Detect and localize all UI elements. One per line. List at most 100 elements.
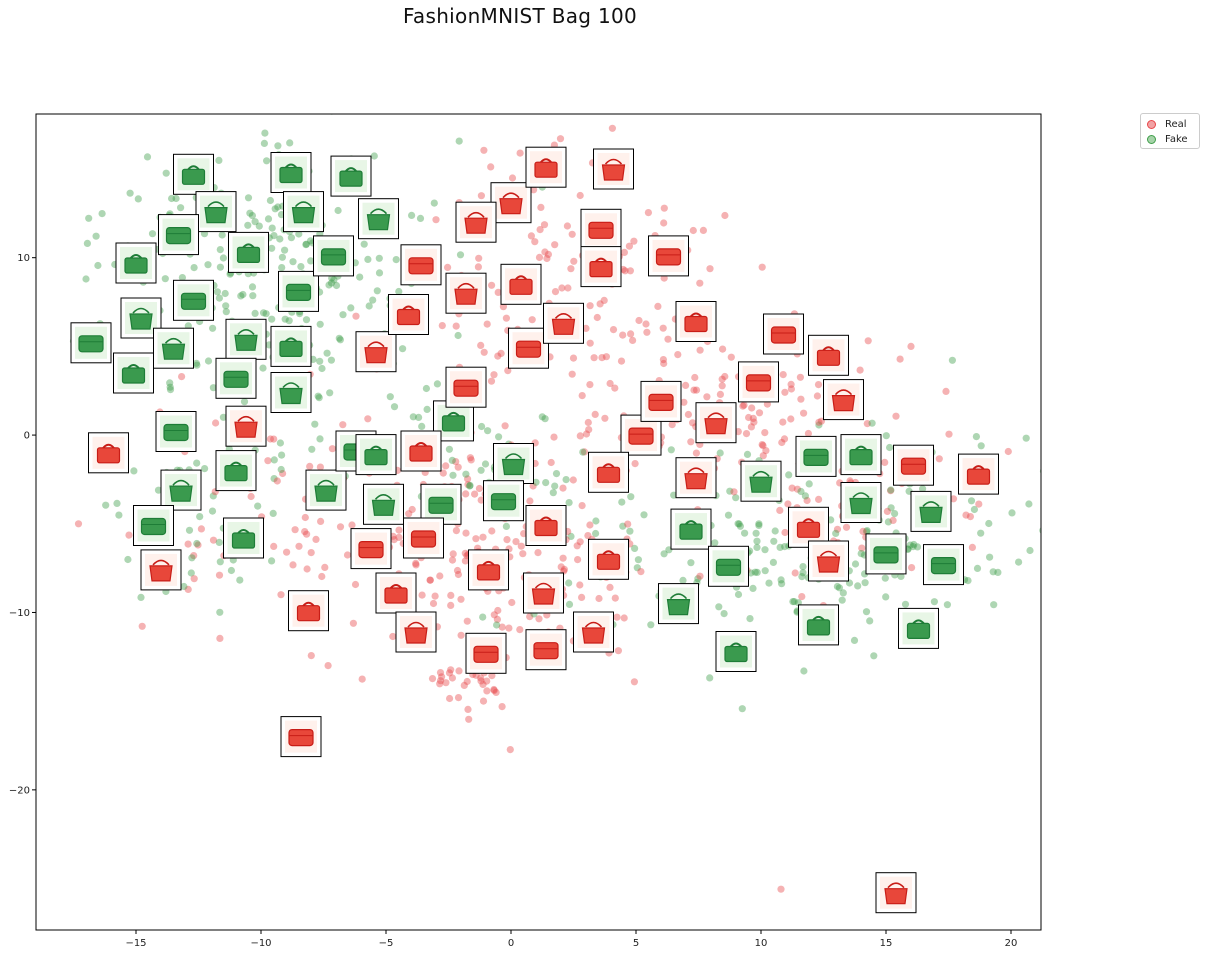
real-point — [462, 529, 470, 537]
fake-point — [302, 240, 310, 248]
real-point — [620, 248, 629, 256]
fake-point — [634, 556, 643, 564]
real-point — [534, 549, 542, 557]
fake-point — [326, 389, 334, 397]
real-point — [796, 373, 805, 381]
real-point — [576, 538, 584, 546]
real-point — [328, 445, 336, 453]
fake-point — [190, 264, 198, 272]
real-point — [436, 572, 444, 580]
real-point — [962, 511, 970, 519]
fake-point — [716, 449, 724, 457]
real-point — [483, 677, 491, 685]
real-point — [761, 429, 769, 437]
fake-point — [213, 288, 221, 296]
fake-point — [973, 564, 982, 573]
fake-point — [364, 255, 372, 263]
fake-point — [82, 275, 90, 283]
fake-point — [271, 205, 279, 213]
real-point — [578, 593, 586, 602]
real-point — [138, 622, 146, 630]
fake-point — [423, 405, 431, 413]
fake-point — [134, 195, 142, 203]
fake-point — [862, 608, 871, 616]
fake-point — [415, 413, 423, 421]
fake-point — [227, 566, 235, 575]
fake-point — [148, 230, 157, 238]
fake-point — [884, 518, 893, 526]
legend-item-real: Real — [1147, 117, 1187, 131]
real-point — [480, 348, 488, 356]
fake-point — [193, 361, 201, 369]
fake-point — [538, 413, 546, 421]
real-point — [684, 410, 693, 419]
fake-point — [185, 526, 194, 534]
fake-point — [281, 246, 289, 254]
real-point — [475, 254, 483, 262]
real-point — [745, 413, 753, 422]
real-bag-thumbnail — [573, 611, 614, 653]
fake-point — [307, 257, 315, 265]
fake-point — [408, 211, 416, 219]
fake-point — [166, 386, 175, 394]
fake-point — [881, 574, 889, 582]
real-point — [567, 265, 575, 273]
real-point — [625, 242, 634, 250]
real-point — [585, 426, 593, 434]
real-point — [348, 521, 356, 529]
fake-point — [259, 364, 267, 372]
fake-bag-thumbnail — [223, 517, 264, 559]
real-point — [691, 373, 699, 382]
real-bag-thumbnail — [788, 506, 829, 548]
real-point — [540, 221, 549, 229]
fake-point — [633, 564, 641, 572]
real-point — [464, 481, 472, 489]
fake-point — [386, 393, 394, 401]
fake-bag-thumbnail — [133, 505, 174, 546]
real-point — [364, 415, 372, 423]
real-bag-thumbnail — [893, 444, 934, 486]
real-point — [569, 476, 577, 484]
real-point — [659, 356, 668, 364]
real-point — [568, 230, 576, 238]
real-point — [215, 571, 224, 579]
fake-point — [266, 196, 274, 205]
fake-point — [192, 359, 200, 367]
fake-point — [85, 214, 93, 222]
real-point — [461, 549, 469, 557]
real-point — [759, 452, 767, 460]
real-bag-thumbnail — [350, 528, 392, 570]
real-point — [531, 238, 539, 246]
fake-point — [193, 459, 201, 467]
fake-point — [318, 364, 326, 373]
real-point — [454, 570, 462, 579]
real-bag-thumbnail — [225, 405, 267, 447]
real-bag-thumbnail — [875, 872, 917, 914]
real-point — [316, 463, 324, 471]
real-point — [803, 496, 811, 505]
real-bag-thumbnail — [355, 331, 397, 373]
real-point — [550, 433, 558, 441]
real-point — [621, 267, 629, 275]
x-tick-label: −5 — [379, 938, 394, 949]
real-point — [438, 673, 446, 681]
real-point — [758, 263, 766, 271]
real-point — [727, 353, 735, 361]
real-bag-thumbnail — [593, 148, 634, 190]
real-point — [336, 523, 345, 531]
real-point — [283, 548, 291, 556]
fake-point — [216, 246, 224, 254]
fake-point — [868, 419, 876, 427]
fake-bag-thumbnail — [225, 318, 267, 360]
real-point — [642, 320, 650, 328]
real-point — [321, 563, 329, 572]
real-bag-thumbnail — [395, 611, 437, 653]
real-point — [477, 677, 485, 685]
real-point — [560, 565, 569, 574]
real-point — [580, 448, 589, 456]
fake-point — [325, 281, 333, 289]
fake-point — [289, 258, 297, 266]
fake-point — [237, 292, 245, 300]
real-point — [453, 566, 462, 575]
fake-marker-icon — [1147, 134, 1156, 144]
